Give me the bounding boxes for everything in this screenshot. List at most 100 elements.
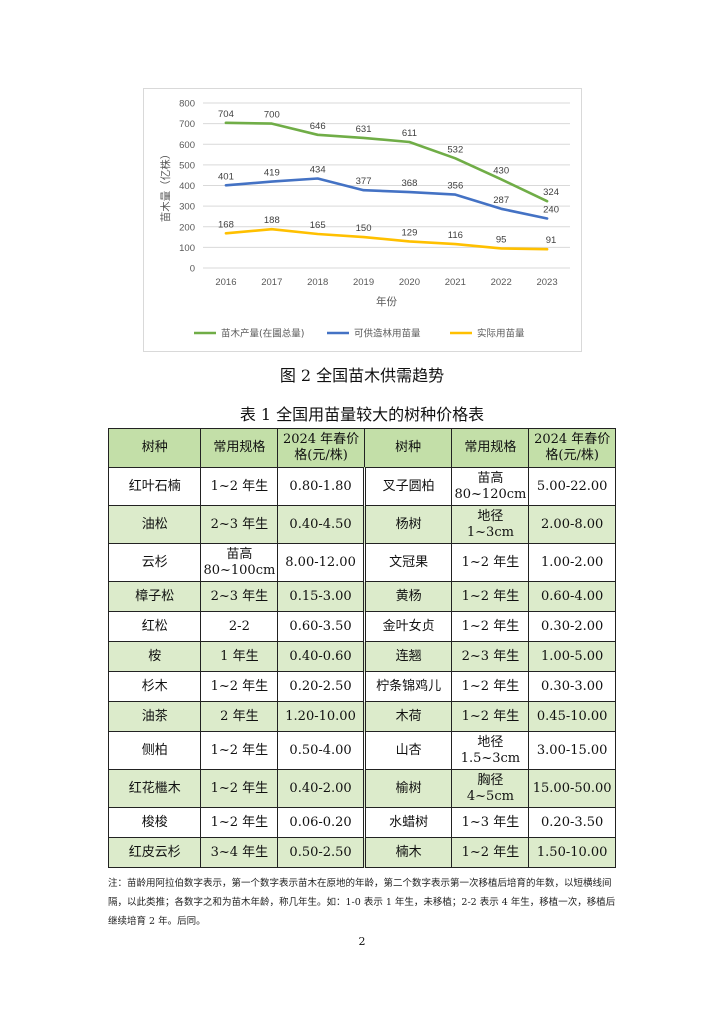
spec-cell: 2 年生 (200, 701, 279, 732)
price-cell: 15.00-50.00 (528, 769, 616, 808)
species-cell: 侧柏 (107, 731, 202, 770)
table-row: 红花檵木 1~2 年生 0.40-2.00 榆树 胸径 4~5cm 15.00-50.00 (107, 769, 616, 808)
table-row: 红松 2-2 0.60-3.50 金叶女贞 1~2 年生 0.30-2.00 (107, 611, 616, 642)
y-tick-label: 700 (179, 119, 195, 130)
data-label: 95 (496, 234, 507, 245)
page-number: 2 (358, 935, 366, 948)
spec-cell: 1~2 年生 (200, 769, 279, 808)
price-cell: 0.20-3.50 (528, 807, 616, 838)
species-cell: 黄杨 (363, 581, 453, 612)
species-cell: 红花檵木 (107, 769, 202, 808)
species-cell: 油茶 (107, 701, 202, 732)
data-label: 188 (264, 215, 280, 226)
spec-cell: 1~2 年生 (200, 671, 279, 702)
price-cell: 2.00-8.00 (528, 505, 616, 544)
data-label: 356 (447, 181, 463, 192)
data-label: 377 (356, 176, 372, 187)
data-label: 129 (402, 227, 418, 238)
price-cell: 0.30-2.00 (528, 611, 616, 642)
data-label: 168 (218, 219, 234, 230)
species-cell: 柠条锦鸡儿 (363, 671, 453, 702)
spec-cell: 2~3 年生 (200, 581, 279, 612)
x-tick-label: 2023 (536, 277, 557, 288)
spec-cell: 1~2 年生 (451, 837, 530, 868)
price-cell: 0.40-0.60 (277, 641, 366, 672)
price-cell: 0.06-0.20 (277, 807, 366, 838)
price-cell: 1.00-2.00 (528, 543, 616, 582)
species-cell: 连翘 (363, 641, 453, 672)
price-cell: 1.00-5.00 (528, 641, 616, 672)
data-label: 434 (310, 164, 326, 175)
series-line (224, 121, 549, 203)
y-tick-label: 100 (179, 243, 195, 254)
data-label: 532 (447, 144, 463, 155)
species-cell: 杉木 (107, 671, 202, 702)
species-cell: 桉 (107, 641, 202, 672)
series-line (224, 227, 549, 251)
species-cell: 金叶女贞 (363, 611, 453, 642)
data-label: 324 (543, 187, 559, 198)
y-tick-label: 400 (179, 181, 195, 192)
price-cell: 0.20-2.50 (277, 671, 366, 702)
spec-cell: 1~2 年生 (200, 731, 279, 770)
header-cell: 常用规格 (451, 428, 530, 468)
price-cell: 3.00-15.00 (528, 731, 616, 770)
x-tick-label: 2019 (353, 277, 374, 288)
header-cell: 2024 年春价格(元/株) (528, 428, 616, 468)
header-cell: 2024 年春价格(元/株) (277, 428, 365, 468)
y-tick-label: 800 (179, 99, 195, 110)
table-note: 注：苗龄用阿拉伯数字表示，第一个数字表示苗木在原地的年龄，第二个数字表示第一次移… (108, 878, 616, 927)
chart-svg: 0 100 200 300 400 500 600 700 800 2016 2017 2018 201… (159, 99, 570, 340)
data-label: 646 (310, 121, 326, 132)
species-cell: 榆树 (363, 769, 453, 808)
price-cell: 1.20-10.00 (277, 701, 366, 732)
header-cell: 树种 (363, 428, 453, 468)
x-tick-label: 2018 (307, 277, 328, 288)
price-cell: 0.50-4.00 (277, 731, 366, 770)
data-label: 430 (493, 165, 509, 176)
y-axis-title: 苗木量（亿株） (159, 149, 172, 223)
spec-cell: 苗高 80~100cm (200, 543, 279, 582)
table-row: 梭梭 1~2 年生 0.06-0.20 水蜡树 1~3 年生 0.20-3.50 (107, 807, 616, 838)
table-row: 侧柏 1~2 年生 0.50-4.00 山杏 地径 1.5~3cm 3.00-15.00 (107, 731, 616, 770)
spec-cell: 胸径 4~5cm (451, 769, 530, 808)
species-cell: 红松 (107, 611, 202, 642)
species-cell: 油松 (107, 505, 202, 544)
spec-cell: 3~4 年生 (200, 837, 279, 868)
spec-cell: 1~2 年生 (200, 467, 279, 506)
y-tick-label: 500 (179, 160, 195, 171)
species-cell: 山杏 (363, 731, 453, 770)
table-caption: 表 1 全国用苗量较大的树种价格表 (239, 405, 485, 424)
data-label: 401 (218, 171, 234, 182)
price-cell: 0.15-3.00 (277, 581, 366, 612)
table-row: 杉木 1~2 年生 0.20-2.50 柠条锦鸡儿 1~2 年生 0.30-3.00 (107, 671, 616, 702)
y-tick-label: 0 (190, 264, 195, 275)
species-cell: 叉子圆柏 (363, 467, 453, 506)
table-row: 樟子松 2~3 年生 0.15-3.00 黄杨 1~2 年生 0.60-4.00 (107, 581, 616, 612)
price-cell: 0.80-1.80 (277, 467, 366, 506)
species-cell: 红皮云杉 (107, 837, 202, 868)
species-cell: 杨树 (363, 505, 453, 544)
x-tick-label: 2022 (491, 277, 512, 288)
price-cell: 0.40-4.50 (277, 505, 366, 544)
table-body: 红叶石楠 1~2 年生 0.80-1.80 叉子圆柏 苗高 80~120cm 5.00-2… (107, 467, 616, 868)
legend-label: 实际用苗量 (477, 328, 525, 340)
price-cell: 0.40-2.00 (277, 769, 366, 808)
species-cell: 楠木 (363, 837, 453, 868)
price-cell: 0.50-2.50 (277, 837, 366, 868)
table-header-row: 树种 常用规格 2024 年春价格(元/株) 树种 常用规格 2024 年春价格… (107, 428, 616, 468)
figure-caption: 图 2 全国苗木供需趋势 (279, 366, 445, 385)
data-label: 116 (448, 230, 463, 241)
data-label: 631 (356, 124, 372, 135)
y-tick-label: 600 (179, 140, 195, 151)
x-tick-label: 2021 (445, 277, 466, 288)
spec-cell: 苗高 80~120cm (451, 467, 530, 506)
spec-cell: 1~3 年生 (451, 807, 530, 838)
species-cell: 云杉 (107, 543, 202, 582)
spec-cell: 1~2 年生 (451, 543, 530, 582)
line-chart: 0 100 200 300 400 500 600 700 800 2016 2017 2018 201… (143, 88, 582, 352)
data-label: 91 (546, 235, 557, 246)
data-label: 611 (402, 128, 417, 139)
data-label: 165 (310, 220, 326, 231)
spec-cell: 1 年生 (200, 641, 279, 672)
